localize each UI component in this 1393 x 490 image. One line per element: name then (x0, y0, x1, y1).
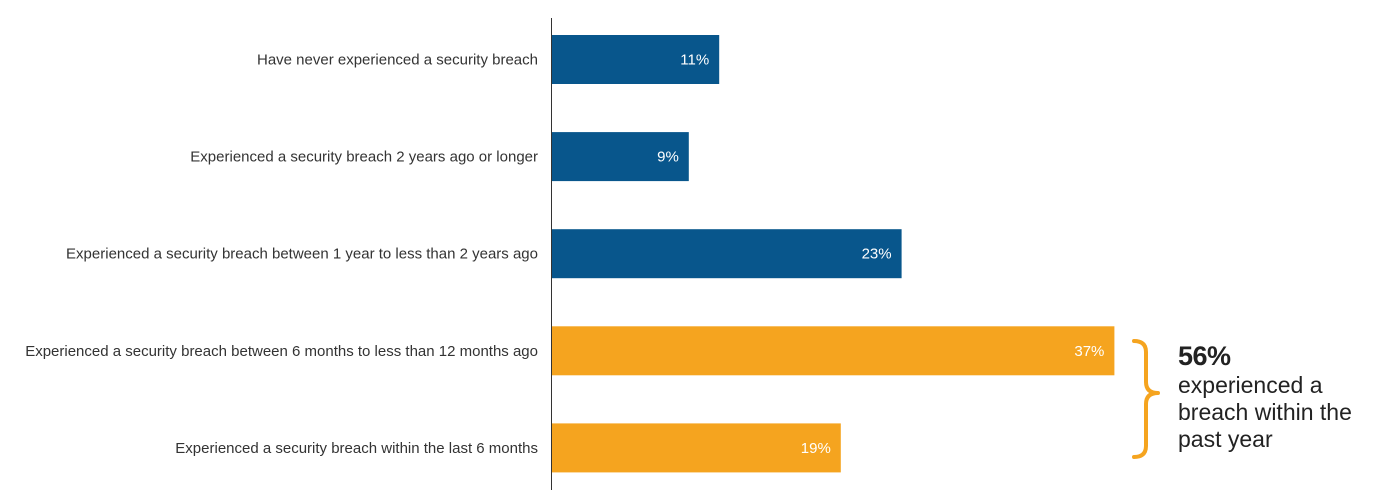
callout-value: 56% (1178, 341, 1231, 371)
bars (552, 35, 1115, 473)
bar (552, 35, 720, 84)
category-label: Experienced a security breach 2 years ag… (190, 149, 538, 166)
callout-text: experienced a breach within the past yea… (1178, 372, 1352, 452)
category-label: Experienced a security breach between 1 … (66, 246, 538, 263)
value-labels: 11% 9% 23% 37% 19% (657, 52, 1104, 457)
callout-bracket (1132, 339, 1160, 459)
bar (552, 326, 1115, 376)
bar (552, 423, 841, 473)
category-labels: Have never experienced a security breach… (25, 52, 538, 457)
bar (552, 229, 902, 279)
callout: 56% experienced a breach within the past… (1178, 340, 1388, 453)
category-label: Experienced a security breach between 6 … (25, 343, 538, 360)
category-label: Have never experienced a security breach (257, 52, 538, 69)
bar-value-label: 23% (862, 246, 892, 263)
bar-value-label: 11% (680, 52, 709, 69)
bar-value-label: 37% (1074, 343, 1104, 360)
bar-value-label: 9% (657, 149, 679, 166)
bar (552, 132, 689, 182)
category-label: Experienced a security breach within the… (175, 440, 538, 457)
bar-value-label: 19% (801, 440, 831, 457)
